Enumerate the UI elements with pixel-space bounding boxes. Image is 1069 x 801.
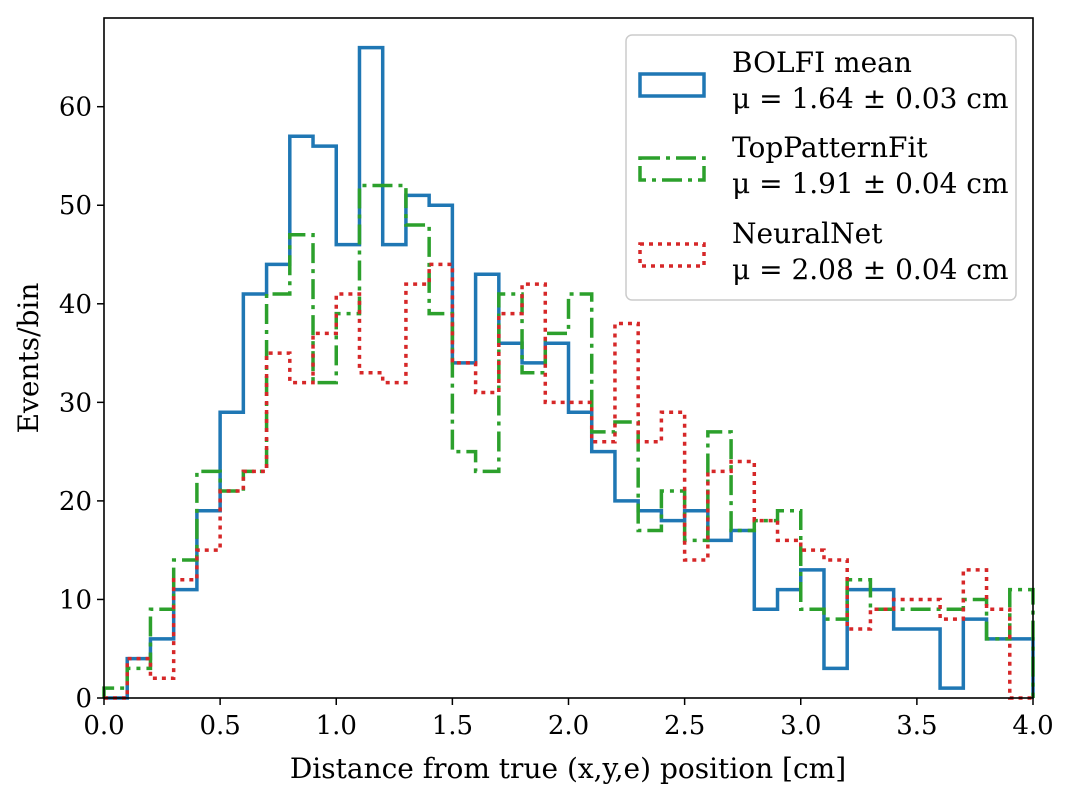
plot-frame (103, 17, 1034, 699)
legend-box (625, 34, 1017, 301)
y-tick-label: 0 (75, 684, 92, 714)
x-tick-label: 1.0 (316, 711, 357, 741)
x-tick-label: 3.0 (780, 711, 821, 741)
x-axis-label: Distance from true (x,y,e) position [cm] (290, 752, 846, 785)
legend-label-toppatternfit: TopPatternFit (732, 131, 928, 164)
legend-stat-bolfi: μ = 1.64 ± 0.03 cm (732, 82, 1009, 115)
x-tick-label: 0.0 (83, 711, 124, 741)
x-tick-label: 2.5 (664, 711, 705, 741)
legend-swatch-bolfi (638, 72, 706, 98)
legend-label-bolfi: BOLFI mean (732, 46, 912, 79)
legend-label-neuralnet: NeuralNet (732, 217, 883, 250)
legend-stat-neuralnet: μ = 2.08 ± 0.04 cm (732, 253, 1009, 286)
y-tick-label: 40 (59, 290, 92, 320)
series-bolfi-mean-histogram (104, 45, 1035, 700)
y-tick-label: 60 (59, 93, 92, 123)
x-tick-label: 2.0 (548, 711, 589, 741)
y-tick-label: 50 (59, 191, 92, 221)
axes-layer: 0.0 0.5 1.0 1.5 2.0 2.5 3.0 3.5 4.0 0 10 20 30 40 50 60 (59, 93, 1054, 741)
legend-swatch-toppatternfit (638, 156, 706, 182)
x-tick-label: 4.0 (1012, 711, 1053, 741)
y-axis-label: Events/bin (12, 283, 45, 434)
series-neuralnet-histogram (104, 262, 1033, 700)
legend-swatch-neuralnet (638, 242, 706, 268)
x-tick-label: 0.5 (199, 711, 240, 741)
x-tick-label: 3.5 (896, 711, 937, 741)
y-tick-label: 20 (59, 487, 92, 517)
legend-stat-toppatternfit: μ = 1.91 ± 0.04 cm (732, 167, 1009, 200)
x-tick-label: 1.5 (432, 711, 473, 741)
legend: BOLFI mean μ = 1.64 ± 0.03 cm TopPattern… (625, 34, 1017, 301)
y-tick-label: 30 (59, 388, 92, 418)
series-layer (102, 45, 1035, 700)
series-toppatternfit-histogram (102, 183, 1035, 698)
y-tick-label: 10 (59, 585, 92, 615)
